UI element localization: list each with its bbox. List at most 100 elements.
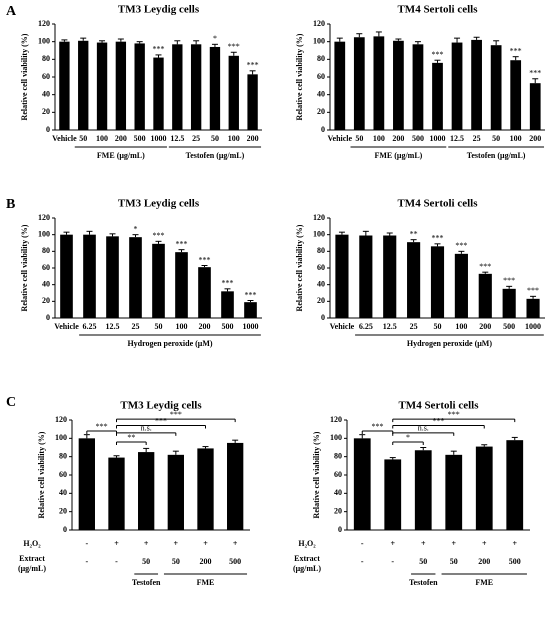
y-axis-label: Relative cell viability (%): [20, 224, 29, 311]
x-tick-label: 12.5: [450, 134, 464, 143]
row-value: -: [85, 539, 88, 548]
bar: [506, 440, 524, 530]
group-label: Hydrogen peroxide (μM): [127, 339, 212, 348]
significance-label: ***: [432, 50, 444, 59]
x-tick-label: 500: [222, 322, 234, 331]
bar: [60, 234, 73, 318]
row-value: -: [115, 557, 118, 566]
bar: [353, 37, 365, 130]
x-tick-label: 50: [155, 322, 163, 331]
x-tick-label: 200: [115, 134, 127, 143]
bar: [59, 41, 70, 130]
x-tick-label: 12.5: [383, 322, 397, 331]
x-tick-label: 25: [473, 134, 481, 143]
x-tick-label: 50: [355, 134, 363, 143]
bar: [454, 253, 468, 318]
row-value: +: [482, 539, 487, 548]
x-tick-label: 200: [529, 134, 541, 143]
bar: [244, 302, 257, 318]
comparison-label: **: [127, 433, 135, 442]
bar: [510, 60, 522, 130]
bar: [221, 291, 234, 318]
y-tick-label: 60: [317, 72, 325, 81]
significance-label: ***: [503, 276, 515, 285]
chart-title: TM3 Leydig cells: [118, 198, 200, 210]
comparison-label: ***: [155, 416, 167, 425]
row-value: +: [203, 539, 208, 548]
y-tick-label: 100: [38, 229, 50, 238]
row-value: -: [361, 557, 364, 566]
bar: [383, 235, 397, 318]
x-tick-label: 50: [434, 322, 442, 331]
bar: [96, 42, 108, 130]
x-tick-label: Vehicle: [54, 322, 79, 331]
y-tick-label: 20: [42, 296, 50, 305]
chart-title: TM4 Sertoli cells: [397, 4, 478, 16]
y-axis-label: Relative cell viability (%): [295, 224, 304, 311]
x-tick-label: 50: [79, 134, 87, 143]
significance-label: ***: [247, 61, 259, 70]
significance-label: ***: [455, 241, 467, 250]
y-tick-label: 100: [313, 36, 325, 45]
bar: [490, 45, 502, 131]
y-tick-label: 60: [334, 470, 342, 479]
row-value: 200: [200, 557, 212, 566]
x-tick-label: 500: [412, 134, 424, 143]
y-tick-label: 60: [42, 263, 50, 272]
row-value: +: [390, 539, 395, 548]
bar: [445, 454, 463, 530]
bar: [78, 40, 89, 130]
group-label: Hydrogen peroxide (μM): [407, 339, 492, 348]
group-label: FME: [197, 578, 215, 587]
row-label: Extract: [294, 554, 320, 563]
significance-label: ***: [529, 69, 541, 78]
y-tick-label: 120: [313, 19, 325, 28]
significance-label: ***: [245, 290, 257, 299]
group-label: FME (μg/mL): [97, 151, 145, 160]
x-tick-label: 100: [96, 134, 108, 143]
y-axis-label: Relative cell viability (%): [37, 431, 46, 518]
bar: [432, 62, 443, 130]
bar: [228, 55, 239, 130]
significance-label: ***: [153, 45, 165, 54]
bar: [412, 44, 424, 130]
y-tick-label: 60: [317, 263, 325, 272]
x-tick-label: 100: [228, 134, 240, 143]
comparison-label: n.s.: [141, 424, 152, 433]
x-tick-label: 6.25: [83, 322, 97, 331]
row-label: (μg/mL): [18, 564, 46, 573]
bar: [335, 234, 349, 318]
significance-label: ***: [153, 231, 165, 240]
y-tick-label: 20: [59, 506, 67, 515]
y-axis-label: Relative cell viability (%): [295, 33, 304, 120]
bar: [393, 40, 404, 130]
x-tick-label: 50: [492, 134, 500, 143]
y-tick-label: 20: [42, 107, 50, 116]
y-tick-label: 120: [38, 19, 50, 28]
bar: [198, 267, 211, 318]
row-value: -: [391, 557, 394, 566]
significance-label: *: [134, 224, 138, 233]
significance-label: ***: [527, 286, 539, 295]
y-tick-label: 40: [334, 488, 342, 497]
bar: [373, 36, 385, 130]
significance-label: ***: [432, 234, 444, 243]
row-value: 50: [419, 557, 427, 566]
y-tick-label: 40: [317, 89, 325, 98]
comparison-label: ***: [170, 410, 182, 419]
x-tick-label: 12.5: [170, 134, 184, 143]
x-tick-label: 100: [176, 322, 188, 331]
significance-label: *: [213, 34, 217, 43]
y-tick-label: 0: [63, 525, 67, 534]
bar: [414, 450, 432, 530]
group-label: Testofen (μg/mL): [186, 151, 245, 160]
row-value: +: [451, 539, 456, 548]
row-value: 50: [142, 557, 150, 566]
x-tick-label: 25: [410, 322, 418, 331]
x-tick-label: 200: [247, 134, 259, 143]
bar: [115, 41, 127, 130]
bar: [502, 288, 516, 318]
row-value: 500: [509, 557, 521, 566]
panel-label: B: [6, 197, 15, 212]
bar: [190, 44, 202, 130]
